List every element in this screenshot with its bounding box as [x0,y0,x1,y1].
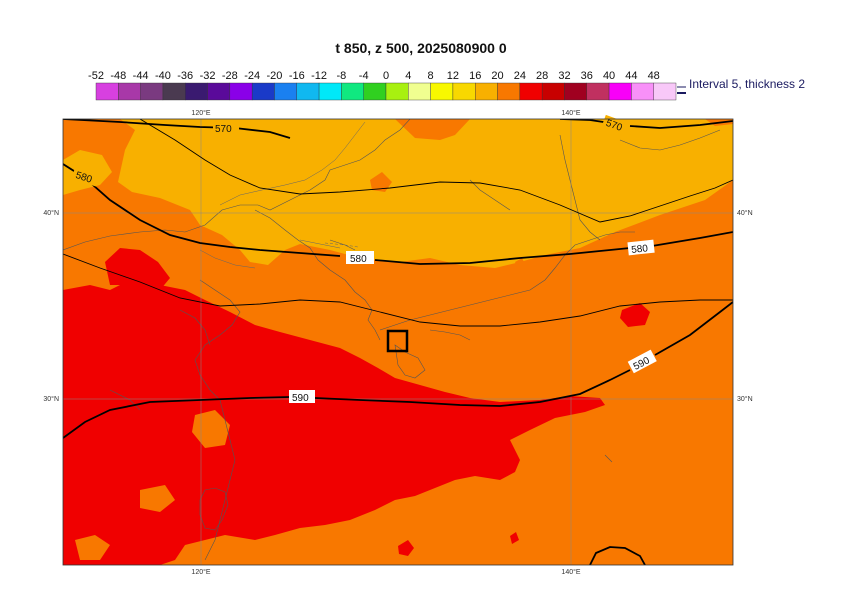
borders [199,121,366,269]
legend-tick-label: -12 [311,70,327,82]
bottom-lon-label-140e: 140°E [561,568,580,576]
contour-580 [63,163,733,265]
contour-590 [63,301,733,439]
coastlines [63,119,721,561]
legend-tick-label: -44 [133,70,149,82]
field-band-16-20-island-3 [140,485,175,512]
legend-cell [653,82,677,101]
legend-tick-label: -16 [289,70,305,82]
left-lat-label-30n: 30°N [43,395,59,403]
contour-590-low [589,546,646,565]
field-band-16-20-patch-north-2 [515,258,526,270]
field-band-20-24-patch-sw [510,532,519,544]
field-band-20-24-lobe [105,248,170,290]
map-title: t 850, z 500, 2025080900 0 [335,40,507,56]
left-lat-label-40n: 40°N [43,209,59,217]
legend-tick-label: -52 [88,70,104,82]
map-frame [62,118,734,566]
legend-tick-label: -24 [244,70,260,82]
legend-color-bar [95,82,677,101]
legend-tick-label: 20 [491,70,503,82]
legend-tick-label: 28 [536,70,548,82]
contour-label-570: 570 [215,124,232,135]
legend-tick-label: -48 [110,70,126,82]
right-lat-label-40n: 40°N [737,209,753,217]
legend-tick-label: 0 [383,70,389,82]
contour-label-590: 590 [292,393,309,404]
legend-tick-label: -28 [222,70,238,82]
legend-tick-label: -20 [267,70,283,82]
legend-tick-label: -32 [200,70,216,82]
legend-tick-label: 24 [514,70,526,82]
legend-tick-label: 8 [428,70,434,82]
legend-tick-label: 36 [581,70,593,82]
legend-tick-label: 16 [469,70,481,82]
field-band-16-20-north-lobe [395,119,470,140]
legend-tick-labels: -52 -48 -44 -40 -36 -32 -28 -24 -20 -16 -12 -8 -4 0 4 8… [88,70,660,82]
target-area-box [386,329,409,353]
right-lat-label-30n: 30°N [737,395,753,403]
top-lon-label-120e: 120°E [191,109,210,117]
contour-575 [139,119,733,223]
legend-tick-label: -8 [336,70,346,82]
contour-labels: 570 570 580 580 580 590 590 [71,114,657,404]
field-band-16-20-patch-north-1 [370,172,392,192]
legend-tick-label: -4 [359,70,369,82]
contour-label-580-east: 580 [631,243,649,256]
field-band-12-16-north [118,119,733,268]
legend-tick-label: -40 [155,70,171,82]
field-band-20-24-patch-south [398,540,414,556]
bottom-lon-label-120e: 120°E [191,568,210,576]
legend-tick-label: 32 [558,70,570,82]
contour-label-580-west: 580 [74,170,94,186]
legend-tick-label: -36 [177,70,193,82]
field-band-20-24-patch-east [620,303,650,327]
legend-tick-label: 12 [447,70,459,82]
top-lon-label-140e: 140°E [561,109,580,117]
field-band-16-20-island-2 [75,535,110,560]
contour-label-580: 580 [350,254,367,265]
legend-tick-label: 40 [603,70,615,82]
contour-585 [63,253,733,327]
legend-note-group: Interval 5, thickness 2 [677,77,805,94]
legend-note: Interval 5, thickness 2 [689,77,805,91]
field-band-16-20-island-1 [192,410,230,448]
field-band-20-24-south [63,280,605,565]
graticule [63,119,733,565]
legend-tick-label: 4 [405,70,411,82]
legend-tick-label: 48 [648,70,660,82]
color-legend: -52 -48 -44 -40 -36 -32 -28 -24 -20 -16 -12 -8 -4 0 4 8… [88,70,805,101]
legend-tick-label: 44 [625,70,637,82]
